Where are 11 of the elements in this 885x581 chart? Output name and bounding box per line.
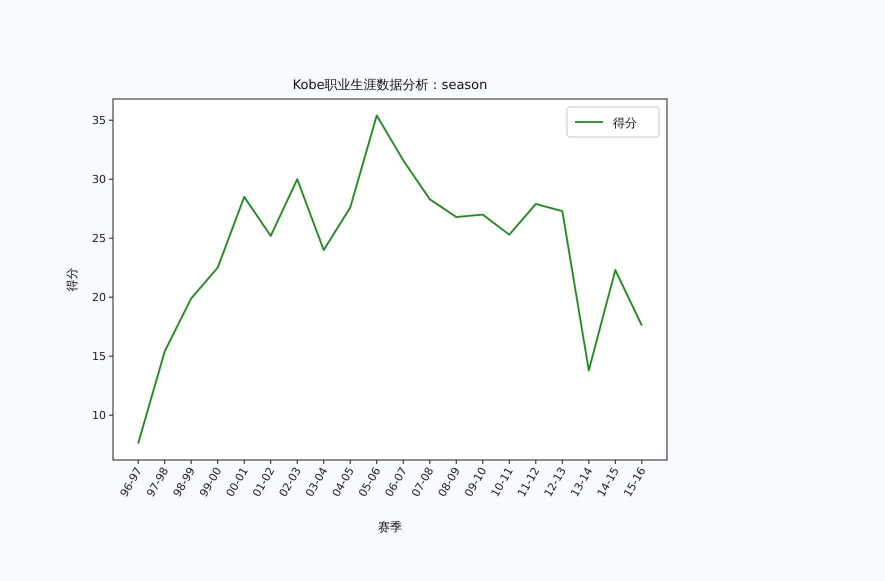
y-tick-label: 10 <box>92 409 106 422</box>
legend-label: 得分 <box>613 116 637 130</box>
x-axis-title: 赛季 <box>378 520 402 534</box>
y-tick-label: 30 <box>92 173 106 186</box>
y-tick-label: 25 <box>92 232 106 246</box>
y-axis-title: 得分 <box>65 268 79 292</box>
line-series <box>137 114 643 444</box>
y-tick-label: 15 <box>92 350 106 364</box>
y-tick-label: 20 <box>92 291 106 304</box>
chart-title: Kobe职业生涯数据分析：season <box>292 78 488 93</box>
y-tick-label: 35 <box>92 114 106 128</box>
